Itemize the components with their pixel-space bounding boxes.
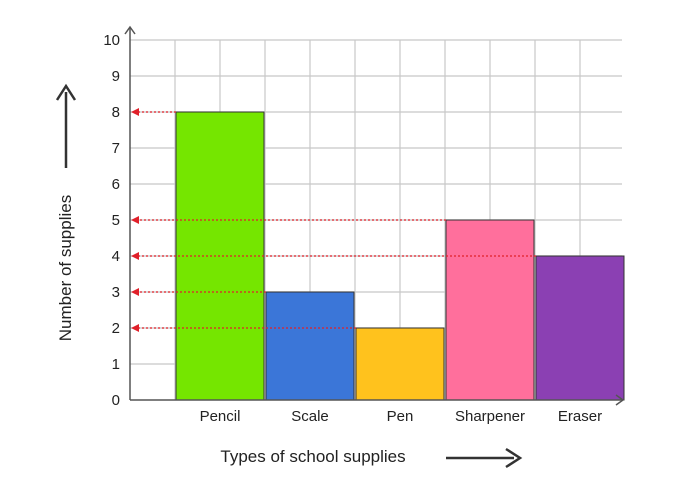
bar-pen [355,327,445,401]
reference-arrowhead-icon [131,216,139,224]
x-axis-title: Types of school supplies [220,447,405,466]
x-tick-label: Pen [387,408,414,425]
y-tick-labels: 0 1 2 3 4 5 6 7 8 9 10 [103,32,120,409]
x-axis-arrow-icon [615,394,625,406]
y-tick-label: 7 [112,140,120,157]
x-tick-label: Eraser [558,408,602,425]
y-tick-label: 0 [112,392,120,409]
x-tick-label: Scale [291,408,329,425]
y-tick-label: 3 [112,284,120,301]
y-tick-label: 2 [112,320,120,337]
reference-lines [131,108,536,332]
y-tick-label: 9 [112,68,120,85]
y-tick-label: 1 [112,356,120,373]
y-tick-label: 5 [112,212,120,229]
y-tick-label: 8 [112,104,120,121]
y-tick-label: 6 [112,176,120,193]
bar-sharpener [445,219,535,401]
bar-eraser [535,255,625,401]
reference-arrowhead-icon [131,108,139,116]
reference-arrowhead-icon [131,252,139,260]
x-tick-label: Sharpener [455,408,525,425]
reference-arrowhead-icon [131,288,139,296]
axes [124,25,625,406]
y-axis-title-arrow-icon [55,83,77,168]
bar-scale [265,291,355,401]
x-tick-label: Pencil [200,408,241,425]
y-tick-label: 4 [112,248,120,265]
y-tick-label: 10 [103,32,120,49]
x-axis-title-arrow-icon [446,447,523,469]
y-axis-arrow-icon [124,25,136,35]
reference-arrowhead-icon [131,324,139,332]
y-axis-title: Number of supplies [56,195,75,341]
x-category-labels: Pencil Scale Pen Sharpener Eraser [200,408,603,425]
